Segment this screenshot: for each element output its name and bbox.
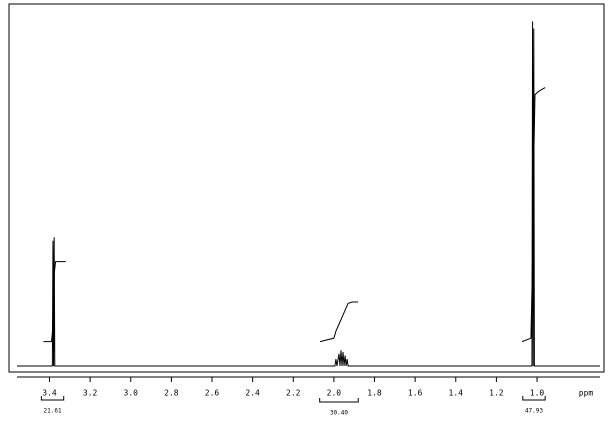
integral-label: 21.61 bbox=[44, 408, 62, 415]
x-tick-label: 2.6 bbox=[205, 389, 220, 398]
x-tick-label: 2.2 bbox=[286, 389, 301, 398]
integral-curve bbox=[521, 87, 546, 343]
x-tick-label: 1.8 bbox=[367, 389, 382, 398]
integral-label: 30.40 bbox=[330, 410, 348, 417]
x-tick-label: 3.0 bbox=[124, 389, 139, 398]
x-tick-label: 3.2 bbox=[83, 389, 98, 398]
integral-label: 47.93 bbox=[525, 408, 543, 415]
x-tick-label: 3.4 bbox=[42, 389, 57, 398]
x-tick-label: 1.2 bbox=[489, 389, 504, 398]
integral-bracket bbox=[319, 398, 359, 403]
integral-curve bbox=[43, 261, 66, 343]
x-tick-label: 1.4 bbox=[449, 389, 464, 398]
plot-frame bbox=[8, 3, 605, 373]
integral-curve bbox=[319, 301, 359, 343]
integral-bracket bbox=[522, 396, 546, 401]
x-axis-title: ppm bbox=[579, 389, 594, 398]
x-tick-label: 2.0 bbox=[327, 389, 342, 398]
x-tick-label: 2.8 bbox=[164, 389, 179, 398]
integral-bracket bbox=[40, 396, 65, 401]
x-tick-label: 1.6 bbox=[408, 389, 423, 398]
x-tick-label: 1.0 bbox=[530, 389, 545, 398]
x-tick-label: 2.4 bbox=[245, 389, 260, 398]
spectrum-line bbox=[17, 21, 600, 367]
